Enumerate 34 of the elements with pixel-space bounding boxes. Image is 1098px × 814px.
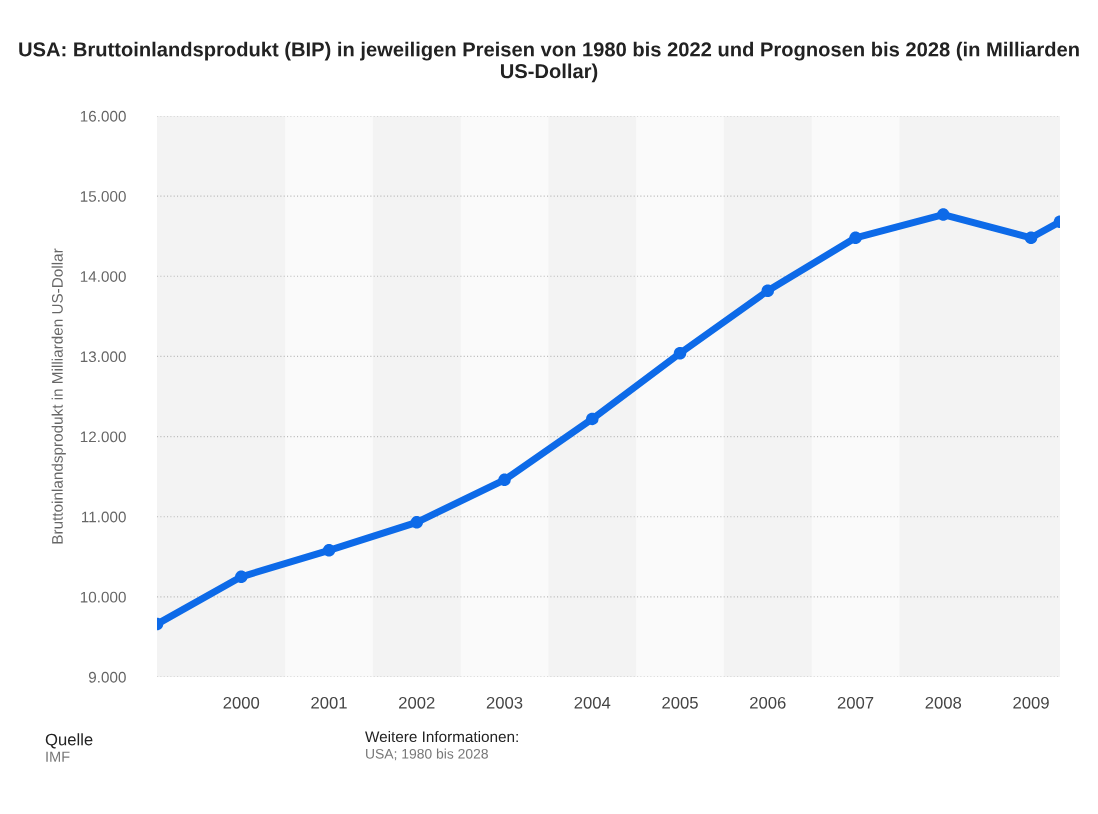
point xyxy=(937,208,950,221)
x-tick-label: 2008 xyxy=(925,696,962,709)
point xyxy=(410,516,424,529)
y-tick-label: 10.000 xyxy=(80,591,126,603)
point xyxy=(761,284,775,297)
x-tick-label: 2002 xyxy=(399,696,435,709)
point xyxy=(673,346,687,360)
x-tick-label: 2009 xyxy=(1013,696,1049,709)
text: USA; 1980 bis 2028 xyxy=(366,748,488,761)
point xyxy=(586,412,599,426)
chart-title: USA: Bruttoinlandsprodukt (BIP) in jeweiligen Preisen von 1980 bis 2022 und Prognosen bis 2028 (in Milliarden US-Dollar) xyxy=(19,41,1079,83)
y-tick-label: 9.000 xyxy=(88,671,126,683)
point xyxy=(498,473,511,487)
x-tick-label: 2001 xyxy=(311,696,347,709)
x-tick-label: 2006 xyxy=(750,696,786,709)
point xyxy=(1024,231,1038,245)
y-tick-label: 11.000 xyxy=(82,511,126,523)
text: Quelle xyxy=(45,733,93,749)
x-tick-label: 2005 xyxy=(662,696,698,709)
y-tick-label: 13.000 xyxy=(80,351,126,363)
y-tick-label: 16.000 xyxy=(80,110,126,122)
x-tick-label: 2000 xyxy=(223,696,260,709)
point xyxy=(234,570,248,584)
y-tick-label: 15.000 xyxy=(80,191,126,202)
x-tick-label: 2004 xyxy=(574,696,611,709)
text: IMF xyxy=(46,751,70,762)
y-axis-title: Bruttoinlandsprodukt in Milliarden US-Dollar xyxy=(51,248,66,544)
text: Weitere Informationen: xyxy=(365,730,518,743)
x-tick-label: 2003 xyxy=(486,696,523,709)
x-tick-label: 2007 xyxy=(837,696,874,709)
point xyxy=(849,231,862,245)
point xyxy=(322,544,336,557)
y-tick-label: 14.000 xyxy=(80,271,126,282)
y-tick-label: 12.000 xyxy=(80,431,126,443)
